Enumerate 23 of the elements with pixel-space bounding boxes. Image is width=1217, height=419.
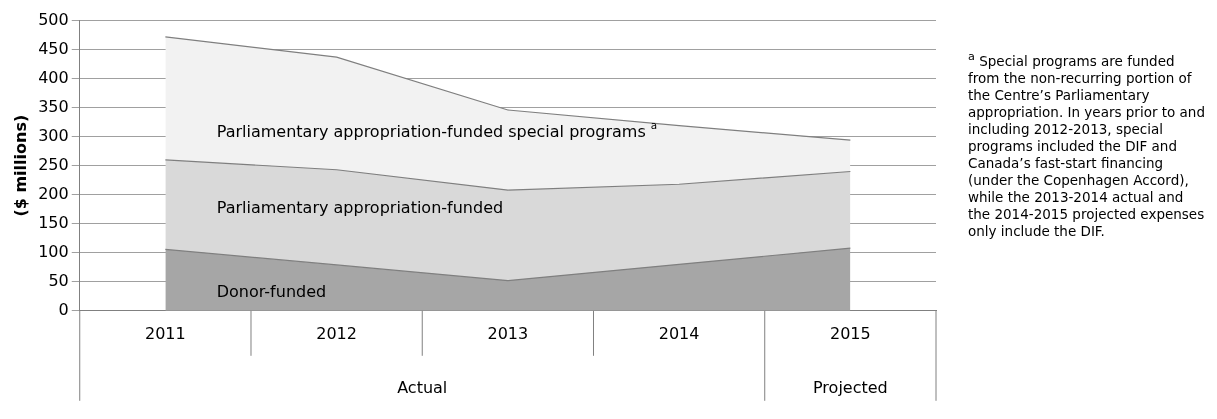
y-tick-label: 200 [38, 183, 69, 203]
y-tick-label: 0 [58, 299, 69, 319]
x-tick-label: 2011 [145, 323, 186, 343]
y-tick-label: 150 [38, 212, 69, 232]
x-tick-label: 2013 [487, 323, 529, 343]
y-tick-label: 300 [38, 125, 69, 145]
x-tick-label: 2015 [830, 323, 871, 343]
y-tick-label: 100 [38, 241, 69, 261]
y-tick-label: 500 [38, 9, 69, 29]
y-tick-label: 250 [38, 154, 69, 174]
y-tick-label: 50 [48, 270, 69, 290]
y-tick-label: 350 [38, 96, 69, 116]
series-label: Parliamentary appropriation-funded [216, 197, 504, 217]
series-label: Parliamentary appropriation-funded special programs a [216, 119, 658, 142]
x-tick-label: 2012 [316, 323, 357, 343]
text: $^{a}$ Special programs are funded from the non-recurring portion of the Centre’s Parliamentary appropriation. In years prior to and including 2012-2013, special programs included the DIF and Canada’s fast-start financing (under the Copenhagen Accord), while the 2013-2014 actual and the 2014-2015 projected expenses only include the DIF. [968, 50, 1205, 239]
y-tick-label: 400 [38, 67, 69, 87]
text: Actual [397, 377, 448, 397]
y-axis-title: ($ millions) [10, 114, 30, 217]
series-label: Donor-funded [216, 281, 327, 301]
text: Projected [813, 377, 888, 397]
y-tick-label: 450 [38, 38, 69, 58]
x-tick-label: 2014 [658, 323, 700, 343]
